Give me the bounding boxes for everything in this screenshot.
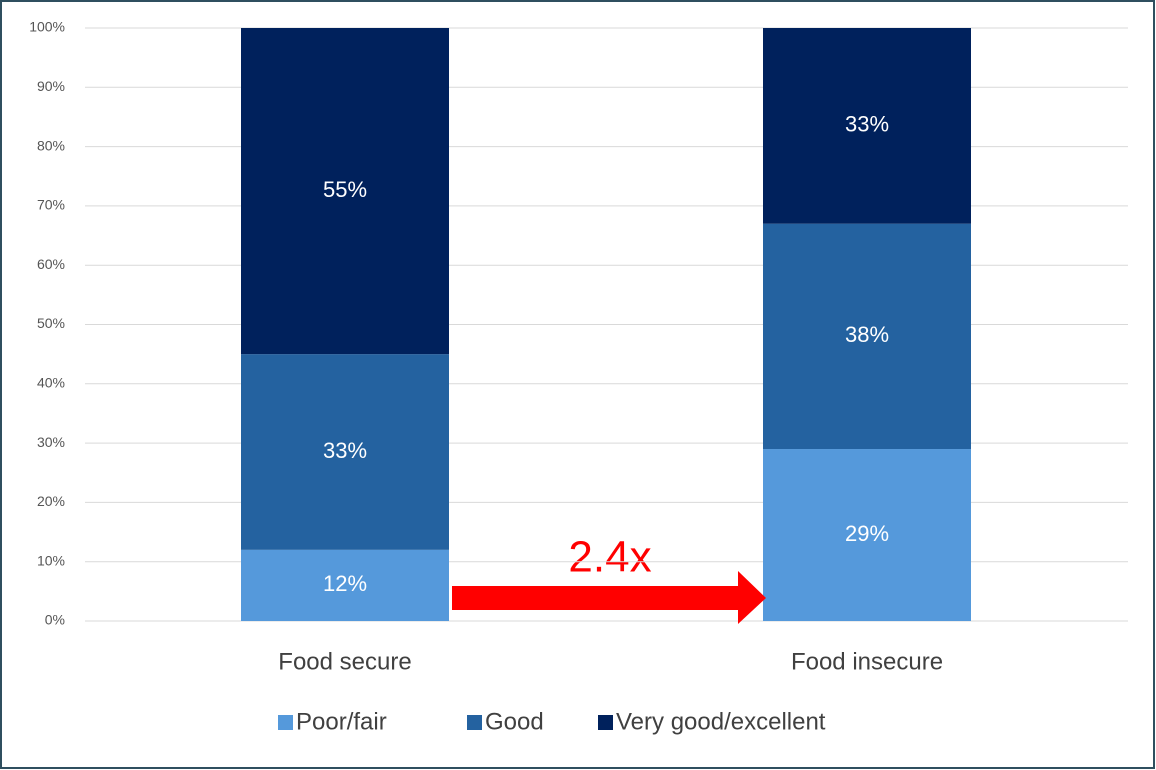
bar-segment	[241, 28, 449, 355]
bar-segment	[241, 549, 449, 621]
bar-segment	[763, 449, 971, 621]
bar-segment	[763, 28, 971, 224]
y-tick-label: 70%	[37, 197, 65, 213]
data-label: 55%	[323, 177, 367, 202]
bar-segment	[763, 223, 971, 450]
y-tick-label: 90%	[37, 78, 65, 94]
y-tick-label: 0%	[45, 612, 65, 628]
legend-label: Very good/excellent	[616, 708, 826, 735]
y-tick-label: 20%	[37, 493, 65, 509]
data-label: 38%	[845, 322, 889, 347]
annotation: 2.4x	[568, 533, 651, 582]
y-tick-label: 80%	[37, 137, 65, 153]
data-label: 33%	[323, 438, 367, 463]
y-tick-label: 100%	[29, 19, 65, 35]
legend-swatch	[598, 715, 613, 730]
data-label: 12%	[323, 571, 367, 596]
legend-swatch	[467, 715, 482, 730]
data-label: 29%	[845, 521, 889, 546]
y-tick-label: 30%	[37, 434, 65, 450]
bar-segment	[241, 354, 449, 550]
x-tick-label: Food insecure	[791, 648, 943, 675]
legend-label: Poor/fair	[296, 708, 387, 735]
data-label: 33%	[845, 112, 889, 137]
x-tick-label: Food secure	[278, 648, 411, 675]
annotation-arrow	[452, 571, 766, 624]
y-tick-label: 60%	[37, 256, 65, 272]
legend-swatch	[278, 715, 293, 730]
y-tick-label: 50%	[37, 315, 65, 331]
y-tick-label: 10%	[37, 552, 65, 568]
legend-label: Good	[485, 708, 544, 735]
y-tick-label: 40%	[37, 375, 65, 391]
